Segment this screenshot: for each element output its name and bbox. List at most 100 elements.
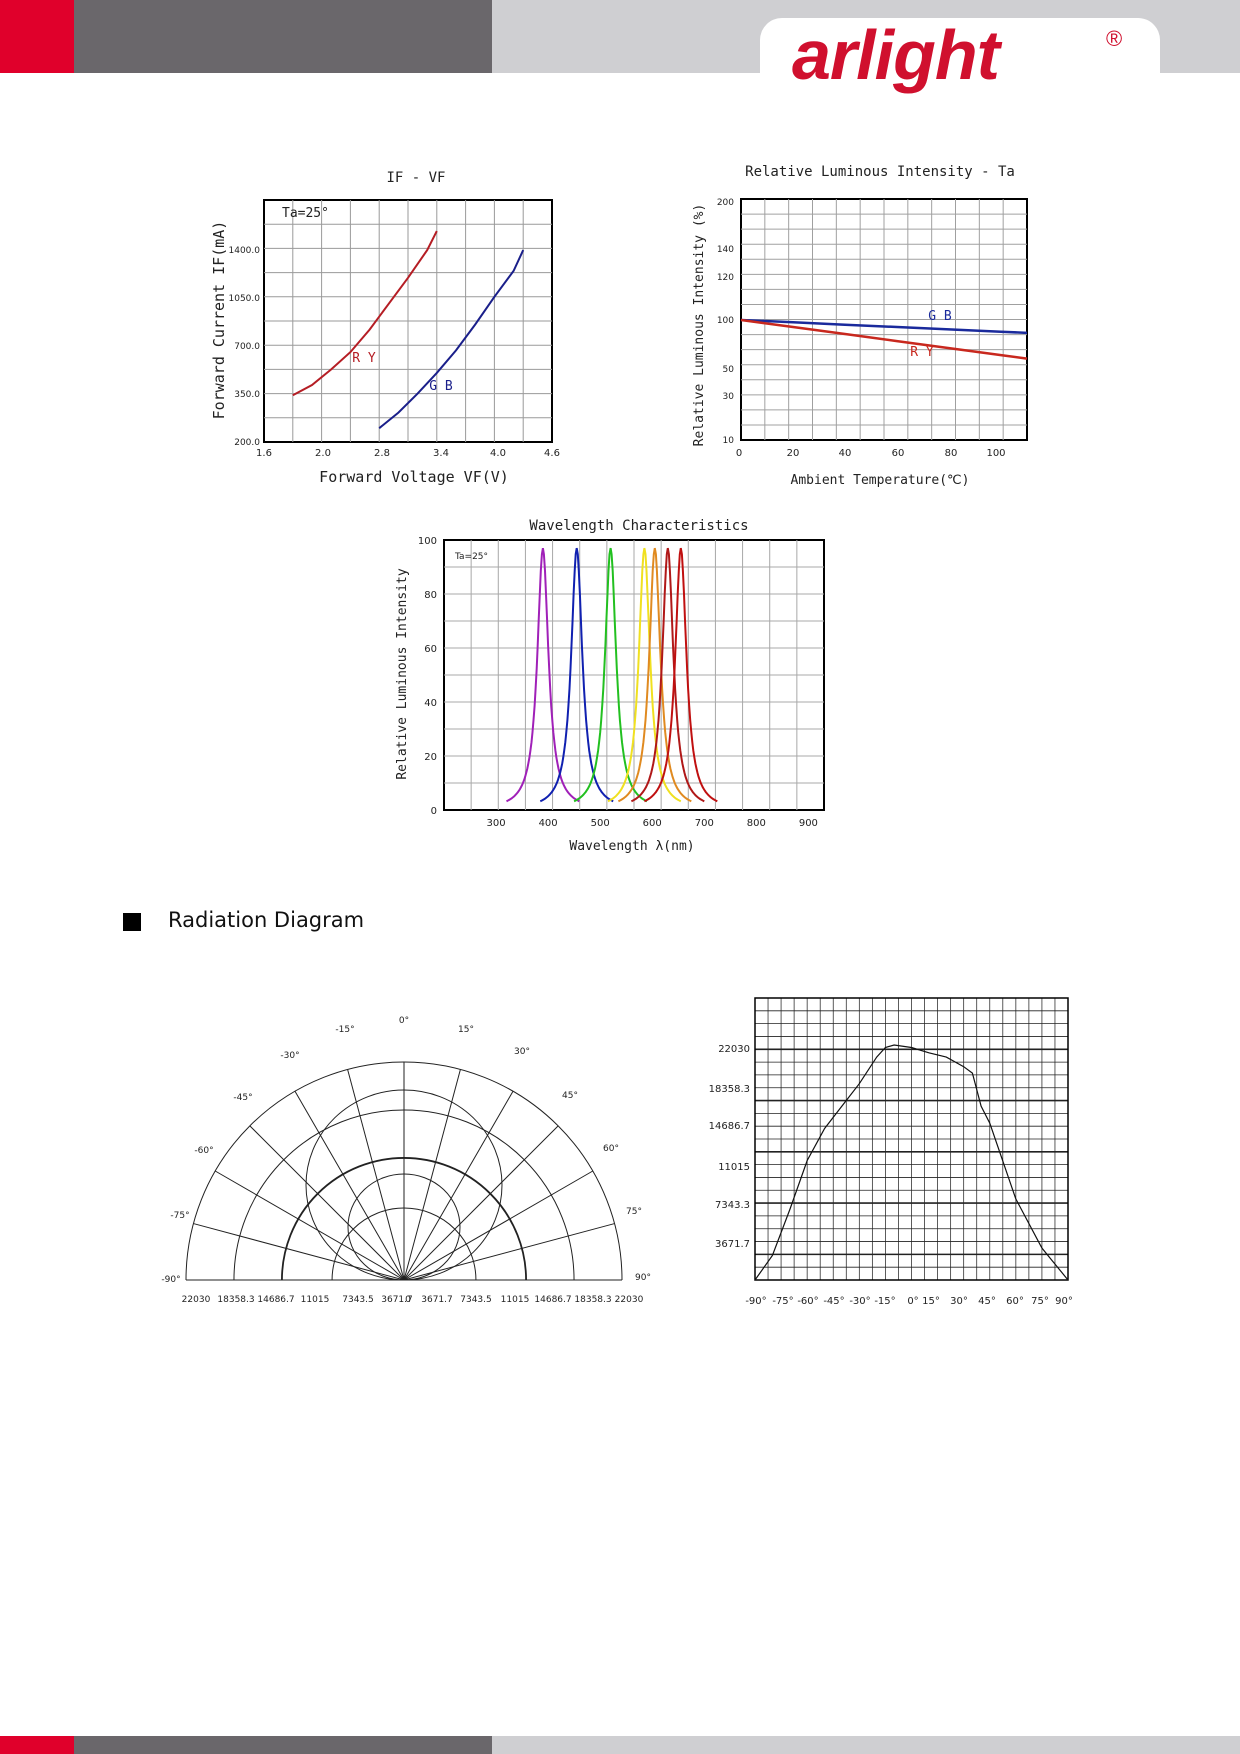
x-tick-label: 800 <box>747 818 766 829</box>
y-tick-label: 1050.0 <box>229 294 261 304</box>
radial-label: 3671.7 <box>421 1295 453 1305</box>
grid <box>444 540 824 810</box>
y-tick-label: 22030 <box>718 1044 750 1055</box>
x-tick-label: 600 <box>643 818 662 829</box>
angle-label: 75° <box>626 1207 642 1217</box>
radial-labels: 22030 18358.3 14686.7 11015 7343.5 3671.70 367… <box>182 1295 644 1305</box>
angle-label: -30° <box>280 1051 299 1061</box>
y-tick-label: 120 <box>717 273 734 283</box>
series-line <box>630 547 705 803</box>
x-tick-label: 15° <box>922 1296 940 1307</box>
y-tick-label: 100 <box>418 536 437 547</box>
header-red-band <box>0 0 74 73</box>
y-tick-label: 40 <box>424 698 437 709</box>
footer-light-band <box>492 1736 1240 1754</box>
x-tick-label: 400 <box>539 818 558 829</box>
y-tick-label: 200 <box>717 198 734 208</box>
radiation-lobe <box>305 1089 503 1281</box>
x-tick-label: 75° <box>1031 1296 1049 1307</box>
series-line <box>643 547 718 803</box>
x-ticks: 300 400 500 600 700 800 900 <box>487 818 818 829</box>
x-tick-label: 60° <box>1006 1296 1024 1307</box>
series-line <box>378 249 525 429</box>
plot-frame <box>754 997 1069 1281</box>
angle-label: 15° <box>458 1025 474 1035</box>
x-axis-label: Ambient Temperature(℃) <box>791 473 970 488</box>
y-axis-label: Forward Current IF(mA) <box>210 221 228 420</box>
x-tick-label: -75° <box>772 1296 793 1307</box>
annotation: Ta=25° <box>454 552 488 562</box>
brand-logo: arlight <box>792 16 1000 94</box>
radial-label: 22030 <box>182 1295 211 1305</box>
y-tick-label: 7343.3 <box>715 1200 750 1211</box>
x-tick-label: -15° <box>874 1296 895 1307</box>
y-tick-label: 100 <box>717 316 734 326</box>
polar-arc <box>281 1157 527 1281</box>
y-ticks: 22030 18358.3 14686.7 11015 7343.3 3671.7 <box>709 1044 750 1250</box>
y-axis-label: Relative Luminous Intensity (%) <box>692 204 707 447</box>
x-tick-label: 4.0 <box>490 448 506 459</box>
radial-label: 11015 <box>301 1295 330 1305</box>
x-tick-label: 80 <box>945 448 958 459</box>
polar-spoke <box>214 1170 405 1281</box>
polar-spoke <box>347 1069 405 1281</box>
angle-labels: 0° -15° -30° -45° -60° -75° -90° 15° 30° 45° 60° 75… <box>161 1016 651 1285</box>
series-line <box>607 547 682 803</box>
radial-label: 18358.3 <box>574 1295 611 1305</box>
angle-label: 45° <box>562 1091 578 1101</box>
series <box>754 1044 1069 1281</box>
x-tick-label: 900 <box>799 818 818 829</box>
series <box>506 547 718 803</box>
series-label: G B <box>429 379 453 394</box>
series-line <box>617 547 692 803</box>
x-tick-label: 45° <box>978 1296 996 1307</box>
x-tick-label: 3.4 <box>433 448 449 459</box>
y-tick-label: 200.0 <box>234 438 260 448</box>
radial-label: 7343.5 <box>342 1295 374 1305</box>
y-ticks: 200.0 350.0 700.0 1050.0 1400.0 <box>229 246 261 448</box>
y-axis-label: Relative Luminous Intensity <box>395 568 410 779</box>
y-tick-label: 20 <box>424 752 437 763</box>
x-axis-label: Wavelength λ(nm) <box>569 839 694 854</box>
x-tick-label: 40 <box>839 448 852 459</box>
section-title: Radiation Diagram <box>168 908 365 932</box>
x-tick-label: 700 <box>695 818 714 829</box>
series: G B R Y <box>740 309 1028 360</box>
x-tick-label: -90° <box>745 1296 766 1307</box>
radial-label: 18358.3 <box>217 1295 254 1305</box>
polar-arc <box>233 1109 575 1281</box>
plot-frame <box>263 199 553 443</box>
x-tick-label: 300 <box>487 818 506 829</box>
polar-spoke <box>249 1125 405 1281</box>
angle-label: 90° <box>635 1273 651 1283</box>
annotation: Ta=25° <box>282 206 329 221</box>
header-dark-band <box>74 0 492 73</box>
footer-red-band <box>0 1736 74 1754</box>
polar-spoke <box>403 1069 461 1281</box>
series-line <box>573 547 648 803</box>
y-tick-label: 3671.7 <box>715 1239 750 1250</box>
x-ticks: -90° -75° -60° -45° -30° -15° 0° 15° 30° 45° 60° 75… <box>745 1296 1073 1307</box>
series-line <box>292 230 438 397</box>
y-tick-label: 14686.7 <box>709 1121 750 1132</box>
y-tick-label: 11015 <box>718 1162 750 1173</box>
y-tick-label: 1400.0 <box>229 246 261 256</box>
angle-label: 0° <box>399 1016 409 1026</box>
x-tick-label: 20 <box>787 448 800 459</box>
angle-label: -90° <box>161 1275 180 1285</box>
x-tick-label: 90° <box>1055 1296 1073 1307</box>
series-line <box>539 547 614 803</box>
angle-label: 30° <box>514 1047 530 1057</box>
y-ticks: 0 20 40 60 80 100 <box>418 536 437 817</box>
angle-label: -75° <box>170 1211 189 1221</box>
polar-arc <box>331 1207 477 1281</box>
polar-arc <box>185 1061 623 1281</box>
series-line <box>740 318 1028 335</box>
x-tick-label: 2.0 <box>315 448 331 459</box>
y-tick-label: 350.0 <box>234 390 260 400</box>
x-tick-label: 30° <box>950 1296 968 1307</box>
x-ticks: 0 20 40 60 80 100 <box>736 448 1006 459</box>
